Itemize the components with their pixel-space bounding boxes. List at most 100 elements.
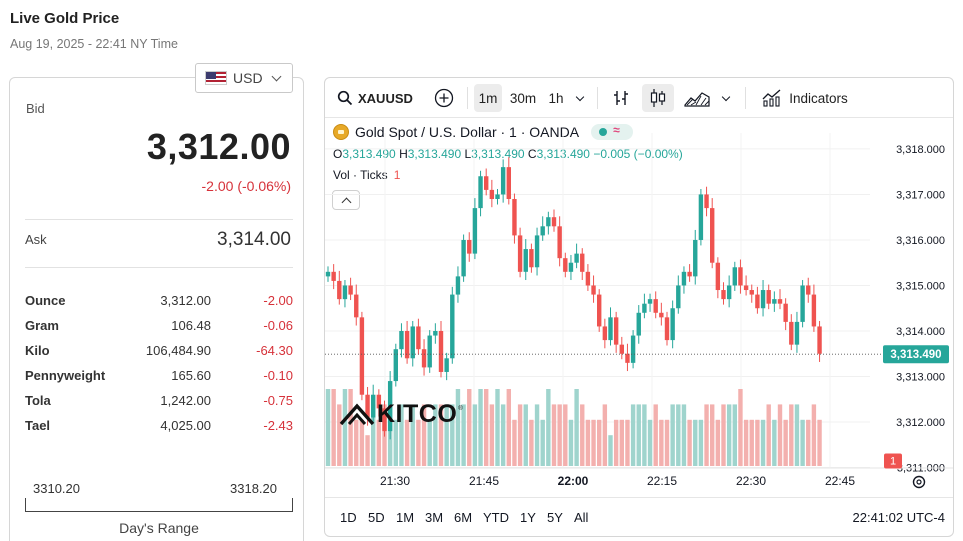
candle-body <box>529 249 534 268</box>
interval-1m-button[interactable]: 1m <box>474 84 502 112</box>
time-axis-label: 21:45 <box>469 474 499 488</box>
candle-body <box>484 176 489 190</box>
candle-body <box>489 189 495 199</box>
volume-bar <box>529 419 534 466</box>
candle-body <box>455 276 461 295</box>
add-circle-icon <box>434 88 454 108</box>
candle-body <box>568 262 574 272</box>
volume-bar <box>777 404 783 466</box>
page-subtitle: Aug 19, 2025 - 22:41 NY Time <box>10 37 178 51</box>
volume-bar <box>811 404 817 466</box>
candle-body <box>376 394 382 409</box>
open-value: 3,313.490 <box>342 147 396 161</box>
volume-bar <box>404 419 410 466</box>
candle-body <box>427 335 432 368</box>
interval-1h-button[interactable]: 1h <box>548 90 564 106</box>
kitco-mark-icon <box>339 402 375 425</box>
indicators-label: Indicators <box>789 90 848 106</box>
volume-bar <box>495 389 500 466</box>
area-chart-type-button[interactable] <box>682 84 712 112</box>
search-icon <box>337 90 353 106</box>
volume-bar <box>461 404 466 466</box>
interval-30m-button[interactable]: 30m <box>509 90 537 106</box>
volume-bar <box>450 404 455 466</box>
unit-change: -64.30 <box>256 343 293 358</box>
volume-legend: Vol · Ticks 1 <box>333 168 400 182</box>
volume-bar <box>710 404 715 466</box>
candles-chart-type-button[interactable] <box>642 84 674 112</box>
unit-price: 106,484.90 <box>145 343 211 358</box>
divider <box>25 219 293 220</box>
unit-price: 1,242.00 <box>160 393 211 408</box>
volume-bar <box>337 404 342 466</box>
range-3m-button[interactable]: 3M <box>425 510 444 525</box>
range-ytd-button[interactable]: YTD <box>483 510 509 525</box>
range-5y-button[interactable]: 5Y <box>547 510 563 525</box>
collapse-legend-button[interactable] <box>332 190 360 210</box>
market-status-badge[interactable]: ≈ <box>591 123 634 140</box>
candle-body <box>777 299 783 304</box>
range-1y-button[interactable]: 1Y <box>520 510 536 525</box>
unit-name: Gram <box>25 318 59 333</box>
settings-gear-icon[interactable] <box>912 475 926 489</box>
symbol-search-button[interactable]: XAUUSD <box>333 84 413 112</box>
volume-bar <box>472 404 478 466</box>
candle-body <box>602 326 608 341</box>
volume-bar <box>563 404 568 466</box>
candle-body <box>743 285 749 291</box>
unit-name: Pennyweight <box>25 368 106 383</box>
candle-body <box>500 167 506 195</box>
gold-coin-icon <box>333 124 349 140</box>
bar-chart-type-button[interactable] <box>609 84 633 112</box>
chart-clock[interactable]: 22:41:02 UTC-4 <box>852 510 946 525</box>
volume-bar <box>755 419 760 466</box>
candle-body <box>416 326 421 350</box>
volume-bar <box>693 419 698 466</box>
volume-bar <box>551 404 557 466</box>
candle-body <box>382 408 387 432</box>
unit-change: -2.43 <box>263 418 293 433</box>
candle-body <box>393 349 398 382</box>
price-axis-label: 3,314.000 <box>896 326 945 338</box>
volume-bar <box>591 419 596 466</box>
range-6m-button[interactable]: 6M <box>454 510 473 525</box>
volume-bar <box>597 419 602 466</box>
bid-label: Bid <box>26 101 45 116</box>
range-1m-button[interactable]: 1M <box>396 510 415 525</box>
volume-bar <box>540 419 545 466</box>
symbol-label: XAUUSD <box>358 90 413 106</box>
volume-bar <box>421 404 427 466</box>
registered-mark: ® <box>458 405 463 412</box>
interval-dropdown-button[interactable] <box>571 84 589 112</box>
last-volume-tag <box>884 453 902 469</box>
candle-body <box>817 326 822 354</box>
range-all-button[interactable]: All <box>574 510 589 525</box>
volume-bar <box>517 404 523 466</box>
price-panel <box>9 77 304 541</box>
change-value: −0.005 (−0.00%) <box>593 147 683 161</box>
range-1d-button[interactable]: 1D <box>340 510 357 525</box>
volume-bar <box>749 419 754 466</box>
volume-bar <box>676 404 681 466</box>
currency-select[interactable]: USD <box>195 63 293 93</box>
candle-body <box>715 262 721 291</box>
volume-label: Vol · Ticks <box>333 168 388 182</box>
unit-row: Kilo 106,484.90 -64.30 <box>25 343 295 368</box>
volume-bar <box>681 404 687 466</box>
chart-type-dropdown-button[interactable] <box>717 84 735 112</box>
volume-bar <box>687 419 692 466</box>
market-open-dot-icon <box>599 128 608 136</box>
range-5d-button[interactable]: 5D <box>368 510 385 525</box>
unit-price-table: Ounce 3,312.00 -2.00 Gram 106.48 -0.06 Kilo 1… <box>25 293 295 443</box>
price-axis-label: 3,317.000 <box>896 189 945 201</box>
compare-symbol-button[interactable] <box>431 84 457 112</box>
volume-bar <box>664 419 670 466</box>
price-chart[interactable]: 3,318.000 3,317.000 3,316.000 3,315.000 3,31… <box>325 118 954 498</box>
volume-bar <box>613 419 619 466</box>
candle-body <box>647 299 653 304</box>
indicators-button[interactable]: Indicators <box>755 84 855 112</box>
candle-body <box>760 290 766 309</box>
volume-bar <box>534 404 540 466</box>
unit-price: 106.48 <box>171 318 211 333</box>
volume-bar <box>738 389 743 466</box>
